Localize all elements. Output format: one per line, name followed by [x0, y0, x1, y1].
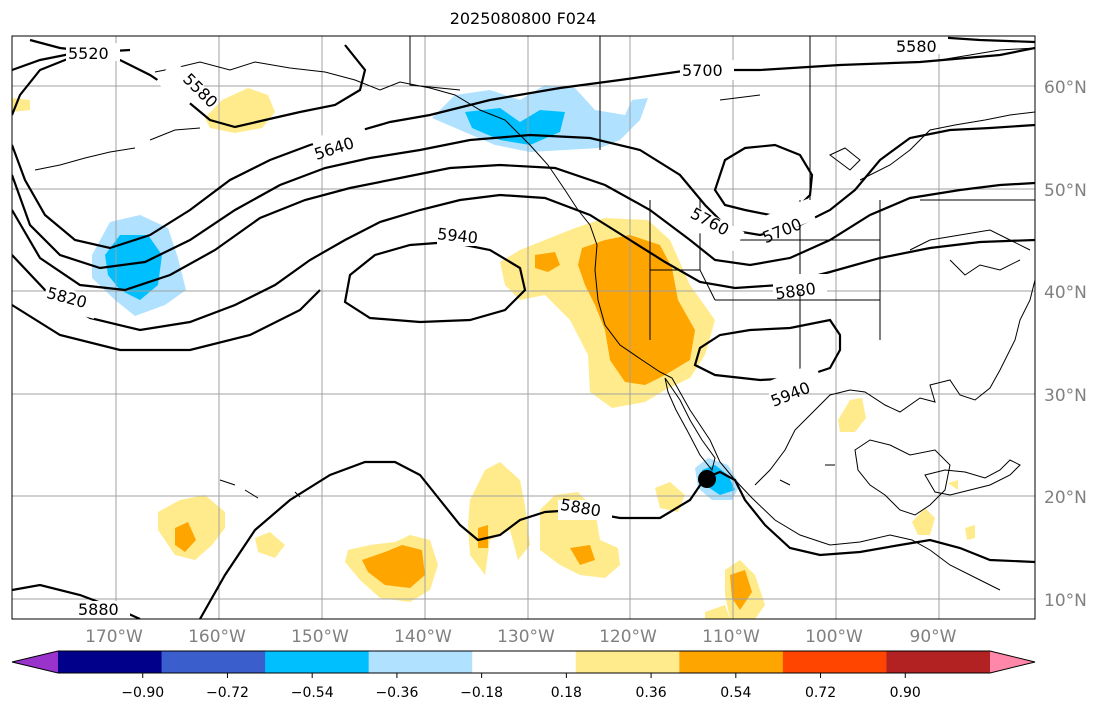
coastlines — [34, 36, 1035, 591]
positive-anomaly-area — [570, 545, 595, 565]
lon-label: 110°W — [702, 627, 760, 647]
colorbar-segment — [265, 651, 370, 673]
lon-label: 170°W — [85, 627, 143, 647]
positive-anomaly-area — [705, 605, 730, 619]
contour-label: 5940 — [436, 224, 478, 247]
colorbar-tick-label: −0.54 — [291, 685, 334, 701]
colorbar-segment — [58, 651, 163, 673]
positive-anomaly-area — [838, 398, 866, 432]
positive-anomaly-area — [655, 482, 685, 512]
colorbar-segment — [161, 651, 266, 673]
colorbar-segment — [782, 651, 887, 673]
colorbar-tick-label: −0.90 — [121, 685, 164, 701]
positive-anomaly-area — [255, 532, 285, 558]
map-title: 2025080800 F024 — [449, 9, 597, 28]
colorbar-tick-label: 0.72 — [805, 685, 836, 701]
contour-label: 5700 — [682, 61, 723, 80]
contour-label: 5580 — [896, 37, 937, 56]
positive-anomaly-area — [965, 525, 975, 540]
positive-anomaly-area — [535, 252, 560, 272]
storm-center-dot — [698, 470, 716, 488]
colorbar-segment — [575, 651, 680, 673]
positive-anomaly-area — [730, 570, 752, 610]
positive-anomaly-area — [362, 545, 425, 588]
colorbar-tick-label: 0.90 — [890, 685, 921, 701]
negative-anomaly-area — [105, 235, 162, 300]
colorbar-extend-max — [990, 651, 1035, 673]
colorbar-tick-label: −0.18 — [460, 685, 503, 701]
lat-label: 30°N — [1044, 386, 1087, 406]
lat-label: 40°N — [1044, 283, 1087, 303]
positive-anomaly-area — [578, 235, 695, 385]
lon-label: 120°W — [599, 627, 657, 647]
colorbar-tick-label: −0.72 — [206, 685, 249, 701]
positive-anomaly-area — [175, 522, 196, 552]
colorbar-segment — [472, 651, 577, 673]
positive-anomaly-area — [158, 495, 225, 560]
contour-label: 5520 — [68, 44, 109, 63]
positive-anomaly-area — [948, 480, 958, 490]
lon-label: 90°W — [910, 627, 957, 647]
lon-label: 160°W — [188, 627, 246, 647]
positive-anomaly-area — [478, 525, 488, 548]
colorbar-tick-label: 0.18 — [551, 685, 582, 701]
lon-label: 150°W — [291, 627, 349, 647]
lon-label: 130°W — [497, 627, 555, 647]
longitude-labels: 170°W 160°W 150°W 140°W 130°W 120°W 110°… — [85, 627, 957, 647]
colorbar-segment — [679, 651, 784, 673]
lat-label: 50°N — [1044, 181, 1087, 201]
lon-label: 140°W — [394, 627, 452, 647]
latitude-labels: 60°N 50°N 40°N 30°N 20°N 10°N — [1044, 78, 1087, 611]
positive-anomaly-area — [912, 508, 935, 535]
lat-label: 10°N — [1044, 591, 1087, 611]
colorbar-tick-label: 0.54 — [720, 685, 751, 701]
colorbar-tick-label: 0.36 — [636, 685, 667, 701]
colorbar-segment — [368, 651, 473, 673]
anomaly-shading — [12, 85, 975, 619]
colorbar: −0.90 −0.72 −0.54 −0.36 −0.18 0.18 0.36 0.54 0.7… — [11, 650, 1036, 701]
lat-label: 60°N — [1044, 78, 1087, 98]
colorbar-outline — [11, 650, 1036, 674]
colorbar-tick-label: −0.36 — [375, 685, 418, 701]
contour-label: 5880 — [78, 600, 119, 619]
map-frame — [11, 35, 1036, 620]
colorbar-segment — [886, 651, 991, 673]
lat-label: 20°N — [1044, 488, 1087, 508]
colorbar-extend-min — [12, 651, 58, 673]
lon-label: 100°W — [805, 627, 863, 647]
